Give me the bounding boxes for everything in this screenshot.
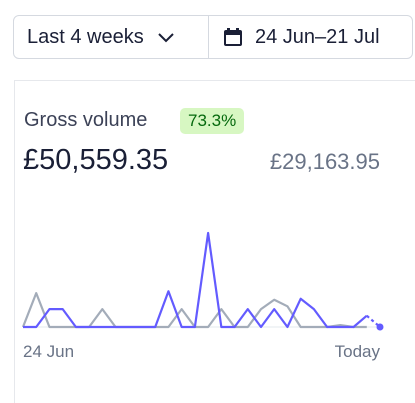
chevron	[158, 33, 174, 43]
date-label: 24 Jun–21 Jul	[255, 25, 380, 48]
x-label: Today	[335, 342, 381, 361]
x-label: 24 Jun	[23, 342, 74, 361]
end-dot	[376, 323, 384, 331]
date-button[interactable]: 24 Jun–21 Jul	[208, 15, 413, 59]
calendar-icon	[224, 28, 242, 46]
card-title: Gross volume	[24, 109, 148, 131]
range-label: Last 4 weeks	[27, 25, 144, 48]
line-1	[23, 231, 368, 329]
card	[14, 80, 415, 403]
value: £50,559.35	[23, 144, 169, 176]
previous-value: £29,163.95	[269, 149, 380, 174]
badge: 73.3%	[180, 108, 245, 134]
